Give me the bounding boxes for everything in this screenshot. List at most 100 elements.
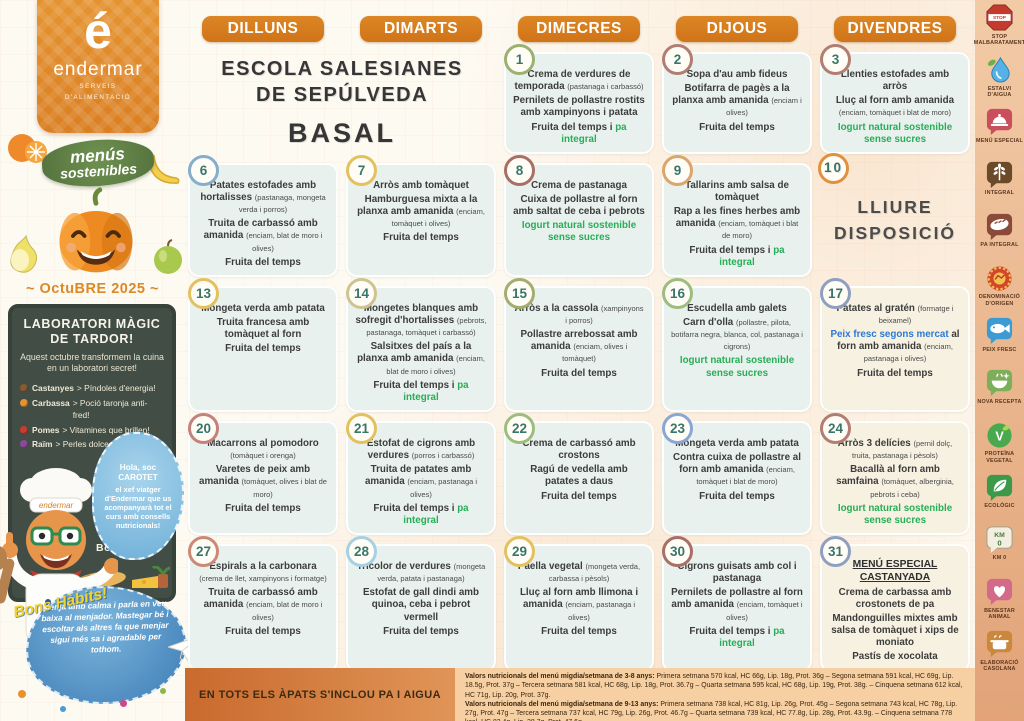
special-menu-title: MENÚ ESPECIAL CASTANYADA bbox=[852, 558, 938, 583]
rail-item: NOVA RECEPTA bbox=[975, 368, 1024, 420]
speech-line1: Hola, soc CAROTET bbox=[118, 462, 158, 482]
rail-item: ESTALVI D'AIGUA bbox=[975, 55, 1024, 107]
rail-label: MENÚ ESPECIAL bbox=[976, 137, 1023, 144]
dish: Patates estofades amb hortalisses (pasta… bbox=[200, 179, 326, 215]
water-drop-icon bbox=[985, 55, 1014, 84]
day-number: 14 bbox=[346, 277, 377, 309]
menu-cell-day-21: 21 Estofat de cigrons amb verdures (porro… bbox=[346, 412, 496, 535]
dish: Crema de verdures de temporada (pastanag… bbox=[514, 69, 644, 93]
chef-speech-bubble: Hola, soc CAROTET el xef viatger d'Ender… bbox=[92, 432, 184, 560]
day-number: 24 bbox=[820, 412, 851, 444]
dish: Pernilets de pollastre al forn amb amani… bbox=[671, 587, 803, 622]
dish: Estofat de gall dindi amb quinoa, ceba i… bbox=[363, 587, 479, 623]
dish: Carn d'olla (pollastre, pilota, botifarr… bbox=[671, 316, 803, 352]
day-number: 27 bbox=[188, 535, 219, 567]
day-header-divendres: DIVENDRES bbox=[834, 16, 956, 42]
menu-cell-day-1: 1 Crema de verdures de temporada (pastana… bbox=[504, 44, 654, 154]
dish: Ragú de vedella amb patates a daus bbox=[530, 464, 628, 488]
dish: Arròs amb tomàquet bbox=[373, 179, 469, 191]
menu-cell-day-27: 27 Espirals a la carbonara (crema de llet… bbox=[188, 535, 338, 672]
dish: Escudella amb galets bbox=[687, 302, 787, 314]
dish: Arròs 3 delícies (pernil dolç, truita, p… bbox=[837, 437, 953, 461]
menu-cell-day-14: 14 Mongetes blanques amb sofregit d'horta… bbox=[346, 277, 496, 412]
free-disposal-text: LLIURE DISPOSICIÓ bbox=[833, 196, 957, 243]
day-number: 1 bbox=[504, 44, 535, 75]
dish: Tricolor de verdures (mongeta verda, pat… bbox=[356, 560, 486, 584]
dish: Llenties estofades amb arròs bbox=[840, 69, 950, 93]
orange-fruit-icon bbox=[8, 134, 47, 163]
dish: Hamburguesa mixta a la planxa amb amanid… bbox=[357, 193, 485, 229]
rail-label: BENESTAR ANIMAL bbox=[984, 607, 1015, 621]
nutrition-panel: Valors nutricionals del menú migdia/setm… bbox=[455, 668, 975, 721]
day-number: 16 bbox=[662, 277, 693, 309]
calendar-grid: ESCOLA SALESIANES DE SEPÚLVEDA BASAL 1 Crema… bbox=[188, 44, 970, 672]
day-number: 2 bbox=[662, 44, 693, 75]
svg-text:KM: KM bbox=[994, 532, 1005, 539]
day-number: 15 bbox=[504, 277, 535, 309]
rail-label: ESTALVI D'AIGUA bbox=[987, 85, 1012, 99]
dish: Mandonguilles mixtes amb salsa de tomàqu… bbox=[831, 612, 959, 649]
footer-bar: EN TOTS ELS ÀPATS S'INCLOU PA I AIGUA Va… bbox=[185, 668, 975, 721]
rail-label: DENOMINACIÓ D'ORIGEN bbox=[978, 294, 1021, 307]
dish: Salsitxes del país a la planxa amb amani… bbox=[357, 341, 485, 376]
dish: Fruita del temps bbox=[857, 367, 933, 379]
dish: Botifarra de pagès a la planxa amb amani… bbox=[672, 83, 802, 118]
board-item-text: > Vitamines que brillen! bbox=[62, 424, 150, 435]
bread-water-note: EN TOTS ELS ÀPATS S'INCLOU PA I AIGUA bbox=[199, 688, 441, 701]
dish: Crema de carbassó amb crostons bbox=[522, 437, 636, 462]
dish: Fruita del temps bbox=[699, 490, 775, 502]
fish-icon bbox=[985, 316, 1014, 345]
rail-item: BENESTAR ANIMAL bbox=[975, 577, 1024, 629]
rail-label: ECOLÒGIC bbox=[984, 503, 1015, 510]
dish: Truita francesa amb tomàquet al forn bbox=[216, 316, 310, 341]
dish: Arròs a la cassola (xampinyons i porros) bbox=[514, 302, 644, 325]
rail-label: PROTEÏNA VEGETAL bbox=[984, 451, 1015, 464]
board-intro: Aquest octubre transformem la cuina en u… bbox=[20, 352, 164, 373]
dish: Fruita del temps i pa integral bbox=[689, 625, 785, 649]
menu-cell-day-24: 24 Arròs 3 delícies (pernil dolç, truita,… bbox=[820, 412, 970, 535]
menu-cell-day-8: 8 Crema de pastanaga Cuixa de pollastre al… bbox=[504, 154, 654, 277]
rail-label: PEIX FRESC bbox=[982, 346, 1017, 353]
menu-cell-day-3: 3 Llenties estofades amb arròs Lluç al for… bbox=[820, 44, 970, 154]
animal-welfare-icon bbox=[985, 577, 1014, 606]
dish: Sopa d'au amb fideus bbox=[686, 69, 788, 80]
svg-text:0: 0 bbox=[997, 538, 1001, 547]
day-number: 29 bbox=[504, 535, 535, 567]
chestnut-icon bbox=[20, 384, 28, 392]
endermar-logo: é endermar SERVEIS D'ALIMENTACIÓ bbox=[37, 0, 159, 133]
board-item-text: > Píndoles d'energia! bbox=[76, 383, 156, 393]
dish: Iogurt natural sostenible sense sucres bbox=[837, 502, 953, 526]
logo-subtitle: SERVEIS bbox=[79, 83, 117, 90]
rail-item: ELABORACIÓ CASOLANA bbox=[975, 629, 1024, 681]
rail-item: STOP STOP MALBARATAMENT bbox=[974, 3, 1024, 55]
homemade-icon bbox=[985, 629, 1014, 658]
menu-cell-day-15: 15 Arròs a la cassola (xampinyons i porro… bbox=[504, 277, 654, 412]
dish: Fruita del temps bbox=[383, 625, 459, 637]
board-item-lead: Carbassa bbox=[32, 397, 70, 408]
confetti-dot bbox=[160, 688, 166, 694]
pumpkin-icon bbox=[59, 187, 133, 273]
dish: Paella vegetal (mongeta verda, carbassa … bbox=[517, 560, 641, 584]
dish: Fruita del temps bbox=[541, 625, 617, 637]
day-number: 13 bbox=[188, 277, 219, 309]
day-number: 20 bbox=[188, 412, 219, 444]
menu-cell-day-16: 16 Escudella amb galets Carn d'olla (polla… bbox=[662, 277, 812, 412]
wheat-icon bbox=[985, 160, 1014, 189]
cloche-icon bbox=[985, 107, 1014, 136]
dish: Fruita del temps i pa integral bbox=[373, 502, 469, 526]
rail-item: ECOLÒGIC bbox=[975, 473, 1024, 525]
menu-cell-day-7: 7 Arròs amb tomàquet Hamburguesa mixta a l… bbox=[346, 154, 496, 277]
dish: Fruita del temps bbox=[699, 121, 775, 133]
nutrition-3-8-text: Primera setmana 570 kcal, HC 66g, Lip. 1… bbox=[465, 673, 963, 699]
apple-icon bbox=[20, 425, 28, 434]
nutrition-9-13-text: Primera setmana 738 kcal, HC 81g, Lip. 2… bbox=[465, 700, 958, 721]
menu-cell-day-2: 2 Sopa d'au amb fideus Botifarra de pagès … bbox=[662, 44, 812, 154]
board-item-text: > Poció taronja anti-fred! bbox=[72, 397, 148, 421]
dish: Iogurt natural sostenible sense sucres bbox=[679, 355, 795, 379]
dish: Fruita del temps bbox=[225, 256, 301, 268]
dish: Contra cuixa de pollastre al forn amb am… bbox=[673, 452, 801, 487]
dish: Lluç al forn amb amanida (enciam, tomàqu… bbox=[835, 95, 955, 118]
day-number: 17 bbox=[820, 277, 851, 309]
dish: Mongeta verda amb patata bbox=[675, 437, 799, 449]
dish: Pernilets de pollastre rostits amb xampi… bbox=[513, 95, 645, 119]
